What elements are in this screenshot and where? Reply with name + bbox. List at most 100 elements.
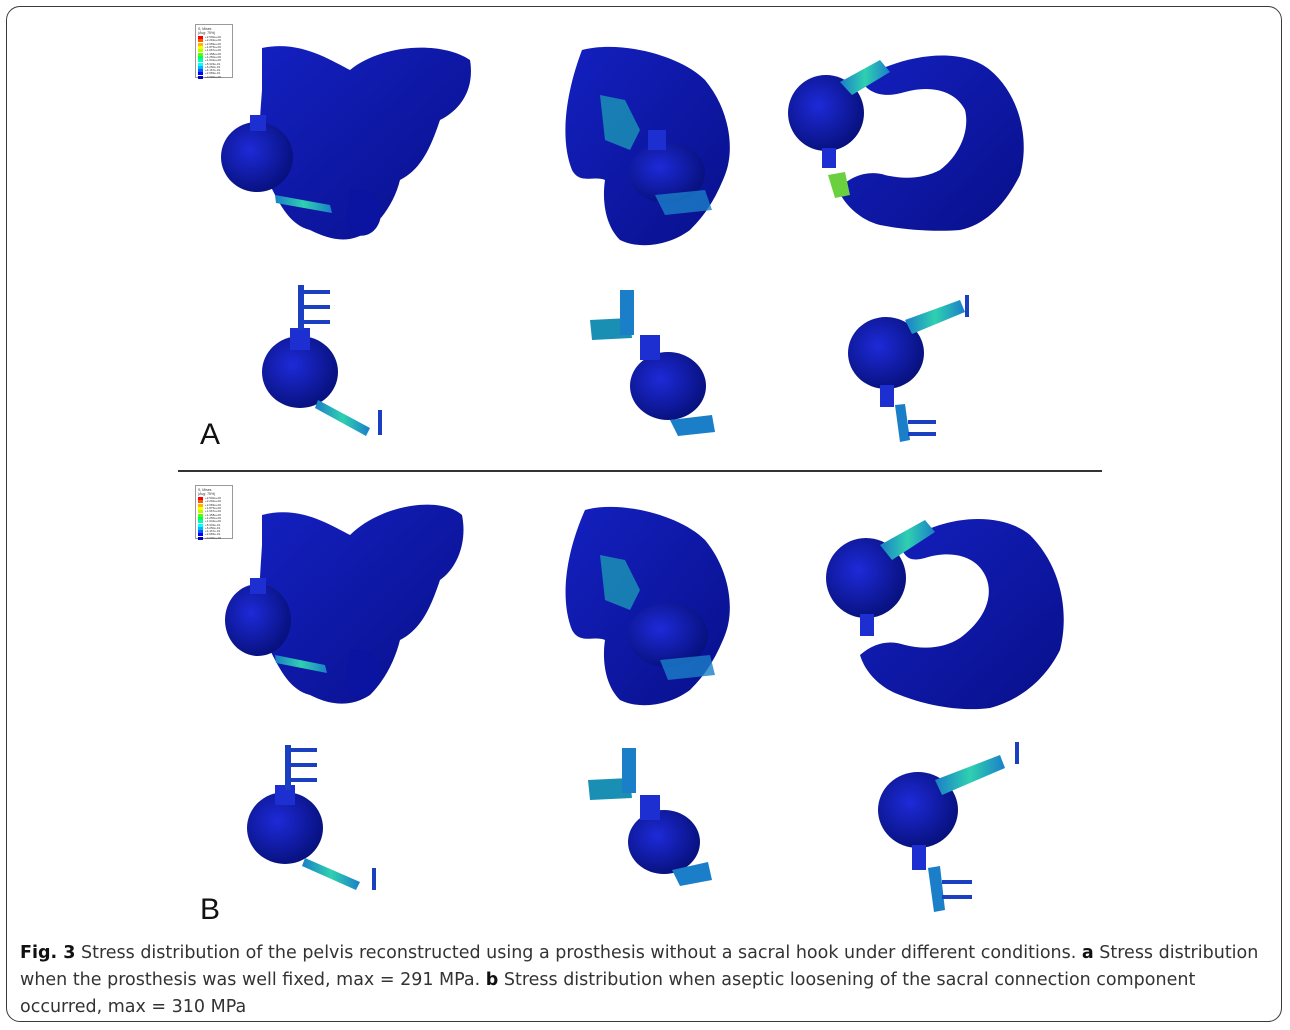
panel-b-prosthesis-lateral [588, 748, 712, 886]
legend-b-row: +1.875e+00 [198, 506, 230, 511]
caption-a-text: Stress distribution when the prosthesis … [20, 943, 1259, 990]
legend-b-value: +1.875e+00 [205, 506, 222, 511]
caption-a-label: a [1081, 943, 1094, 963]
legend-b-swatch [198, 536, 203, 540]
panel-a-pelvis-front [221, 46, 471, 240]
legend-a-row: +2.292e+00 [198, 39, 230, 43]
legend-a-swatch [198, 75, 203, 79]
legend-a-swatch [198, 62, 203, 66]
caption-b-text: Stress distribution when aseptic looseni… [20, 970, 1196, 1017]
legend-a-row: +0.000e+00 [198, 74, 230, 79]
stress-legend-a: S, Mises (Avg: 75%) +2.500e+00 +2.292e+00… [195, 24, 233, 79]
legend-b-value: +2.083e+00 [205, 502, 222, 507]
panel-b-pelvis-front [225, 504, 464, 704]
legend-a-swatch [198, 72, 203, 76]
legend-b-swatch [198, 510, 203, 514]
legend-a-value: +6.250e-01 [205, 64, 221, 69]
legend-a-swatch [198, 36, 203, 40]
legend-b-value: +4.167e-01 [205, 529, 221, 534]
legend-b-value: +6.250e-01 [205, 525, 221, 530]
legend-b-title-1: S, Mises [198, 488, 212, 492]
legend-a-row: +1.667e+00 [198, 48, 230, 53]
legend-b-row: +1.667e+00 [198, 509, 230, 514]
legend-b-swatch [198, 503, 203, 507]
legend-a-value: +0.000e+00 [205, 74, 222, 79]
legend-a-swatch [198, 42, 203, 46]
legend-a-row: +1.042e+00 [198, 59, 230, 63]
caption-text: Stress distribution of the pelvis recons… [75, 943, 1082, 963]
legend-b-row: +8.333e-01 [198, 523, 230, 527]
legend-b-value: +2.083e-01 [205, 532, 221, 537]
legend-b-swatch [198, 497, 203, 501]
legend-a-swatch [198, 49, 203, 53]
legend-a-row: +2.500e+00 [198, 35, 230, 40]
legend-a-row: +8.333e-01 [198, 61, 230, 66]
legend-a-value: +8.333e-01 [205, 61, 221, 66]
legend-a-value: +1.250e+00 [205, 54, 222, 59]
panel-a-prosthesis-front [262, 285, 382, 436]
legend-a-swatch [198, 39, 203, 43]
figure-caption: Fig. 3 Stress distribution of the pelvis… [20, 940, 1270, 1021]
legend-b-row: +4.167e-01 [198, 529, 230, 534]
legend-a-value: +4.167e-01 [205, 68, 221, 73]
legend-b-row: +2.500e+00 [198, 496, 230, 501]
legend-b-value: +1.667e+00 [205, 509, 222, 514]
legend-b-swatch [198, 526, 203, 530]
legend-a-swatch [198, 46, 203, 50]
legend-a-row: +1.875e+00 [198, 45, 230, 50]
legend-a-value: +2.500e+00 [205, 35, 222, 40]
legend-a-title-2: (Avg: 75%) [198, 31, 216, 35]
panel-b-prosthesis-top [878, 742, 1019, 912]
legend-a-swatch [198, 55, 203, 59]
legend-b-row: +2.083e-01 [198, 532, 230, 537]
legend-a-row: +4.167e-01 [198, 68, 230, 73]
legend-a-value: +1.875e+00 [205, 45, 222, 50]
legend-b-title-2: (Avg: 75%) [198, 492, 216, 496]
legend-b-row: +1.042e+00 [198, 519, 230, 524]
legend-a-row: +6.250e-01 [198, 64, 230, 69]
legend-a-row: +1.250e+00 [198, 54, 230, 59]
legend-b-row: +2.083e+00 [198, 502, 230, 507]
legend-a-title-1: S, Mises [198, 27, 212, 31]
legend-b-swatch [198, 500, 203, 504]
legend-a-row: +1.458e+00 [198, 51, 230, 56]
panel-divider [178, 470, 1102, 472]
legend-a-value: +2.083e+00 [205, 41, 222, 46]
legend-a-value: +2.083e-01 [205, 71, 221, 76]
panel-b-pelvis-lateral [565, 506, 730, 706]
legend-b-value: +2.500e+00 [205, 496, 222, 501]
legend-b-swatch [198, 513, 203, 517]
panel-b-pelvis-top [826, 518, 1064, 710]
panel-a-pelvis-top [788, 55, 1024, 231]
legend-b-value: +2.292e+00 [205, 499, 222, 504]
legend-b-row: +0.000e+00 [198, 535, 230, 540]
legend-a-row: +2.083e+00 [198, 41, 230, 46]
legend-a-swatch [198, 59, 203, 63]
legend-b-rows: +2.500e+00 +2.292e+00 +2.083e+00 +1.875e+00… [198, 497, 230, 540]
panel-label-b: B [200, 893, 221, 926]
legend-b-swatch [198, 530, 203, 534]
legend-b-row: +2.292e+00 [198, 499, 230, 504]
legend-b-value: +1.458e+00 [205, 512, 222, 517]
panel-a-prosthesis-top [848, 295, 969, 442]
legend-b-swatch [198, 507, 203, 511]
legend-b-swatch [198, 533, 203, 537]
legend-b-swatch [198, 516, 203, 520]
legend-b-value: +0.000e+00 [205, 535, 222, 540]
legend-a-value: +1.458e+00 [205, 51, 222, 56]
legend-b-value: +1.042e+00 [205, 519, 222, 524]
legend-b-swatch [198, 523, 203, 527]
legend-b-row: +6.250e-01 [198, 525, 230, 530]
legend-b-value: +1.250e+00 [205, 515, 222, 520]
legend-a-value: +1.667e+00 [205, 48, 222, 53]
legend-a-swatch [198, 65, 203, 69]
caption-fig-label: Fig. 3 [20, 943, 76, 963]
panel-b-prosthesis-front [247, 745, 376, 890]
panel-a-pelvis-lateral [565, 46, 730, 246]
legend-a-rows: +2.500e+00 +2.292e+00 +2.083e+00 +1.875e+00… [198, 36, 230, 79]
stress-legend-b: S, Mises (Avg: 75%) +2.500e+00 +2.292e+00… [195, 485, 233, 540]
legend-a-swatch [198, 52, 203, 56]
legend-b-row: +1.250e+00 [198, 515, 230, 520]
panel-label-a: A [200, 418, 221, 451]
